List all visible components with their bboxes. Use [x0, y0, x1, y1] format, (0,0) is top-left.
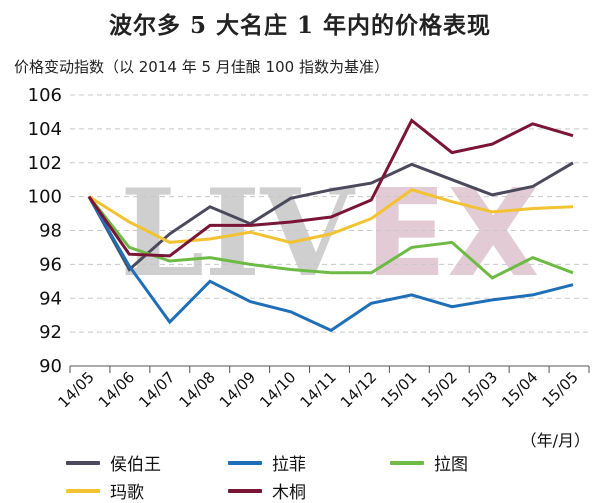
series-line [87, 195, 574, 333]
x-tick-label: 15/02 [418, 368, 461, 411]
legend-swatch [66, 460, 100, 465]
legend-item: 拉菲 [228, 450, 306, 475]
legend-label: 拉菲 [272, 455, 306, 475]
y-tick-label: 96 [39, 254, 62, 275]
legend-swatch [390, 460, 424, 465]
legend-swatch [228, 488, 262, 493]
y-tick-label: 90 [39, 356, 62, 377]
legend-label: 玛歌 [110, 483, 144, 503]
legend-item: 拉图 [390, 450, 468, 475]
legend-item: 木桐 [228, 478, 306, 503]
x-tick-label: 14/10 [256, 368, 299, 411]
chart-legend: 侯伯王 拉菲 拉图玛歌 木桐 [60, 450, 580, 503]
x-tick-label: 14/08 [176, 368, 219, 411]
x-tick-label: 14/09 [216, 368, 259, 411]
legend-item: 玛歌 [66, 478, 144, 503]
series-line [87, 161, 574, 272]
x-tick-label: 14/12 [337, 368, 380, 411]
legend-swatch [228, 460, 262, 465]
x-tick-label: 14/06 [95, 368, 138, 411]
x-tick-label: 15/03 [458, 368, 501, 411]
x-tick-label: 15/04 [498, 368, 541, 411]
series-line [87, 195, 574, 280]
legend-label: 拉图 [434, 455, 468, 475]
x-axis-unit-label: （年/月） [520, 431, 590, 450]
y-tick-label: 100 [28, 187, 62, 208]
y-tick-label: 92 [39, 322, 62, 343]
y-tick-label: 104 [28, 119, 62, 140]
x-tick-label: 14/07 [135, 368, 178, 411]
x-tick-label: 15/05 [539, 368, 582, 411]
y-tick-label: 106 [28, 85, 62, 106]
series-line [87, 118, 574, 258]
chart-title: 波尔多 5 大名庄 1 年内的价格表现 [108, 12, 492, 39]
x-tick-label: 14/11 [297, 368, 340, 411]
legend-swatch [66, 488, 100, 493]
x-tick-label: 15/01 [377, 368, 420, 411]
y-tick-label: 94 [39, 288, 62, 309]
series-line [88, 188, 574, 244]
chart-subtitle: 价格变动指数（以 2014 年 5 月佳酿 100 指数为基准） [14, 58, 389, 76]
legend-label: 木桐 [272, 483, 306, 503]
legend-label: 侯伯王 [110, 455, 161, 475]
legend-item: 侯伯王 [66, 450, 161, 475]
y-tick-label: 102 [28, 153, 62, 174]
y-tick-label: 98 [39, 221, 62, 242]
watermark-ex: EX [365, 165, 540, 304]
